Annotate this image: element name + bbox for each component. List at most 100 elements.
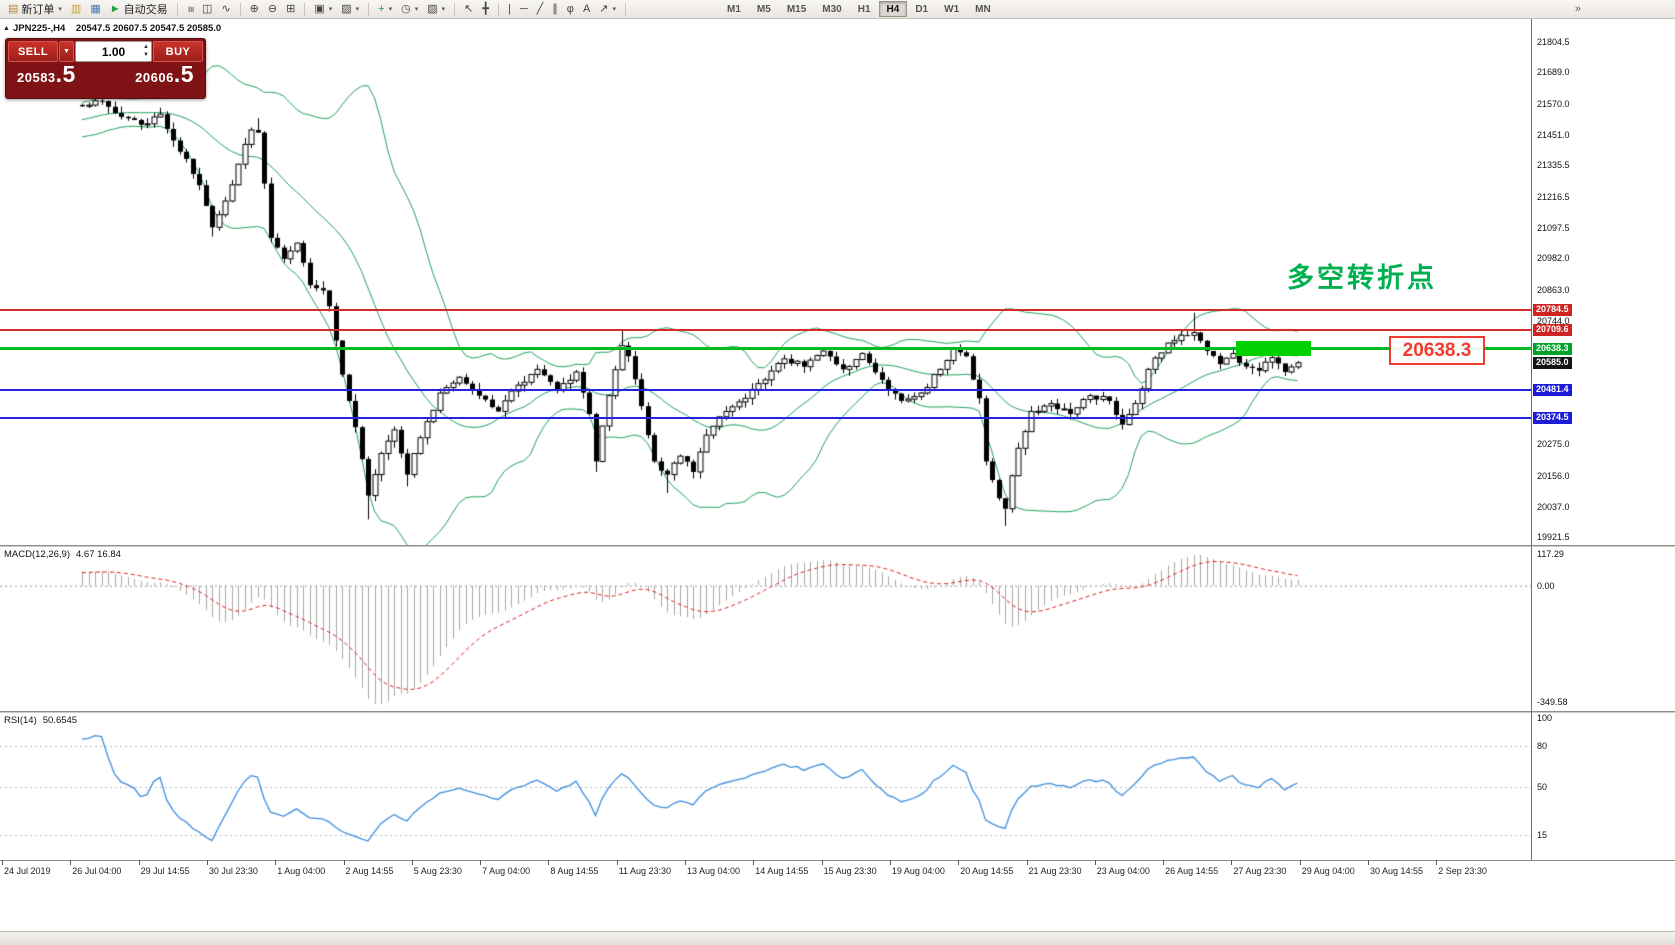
toolbar-text-button[interactable]: A <box>579 1 594 17</box>
time-axis-line <box>0 860 1675 861</box>
toolbar-zoom-out-button[interactable]: ⊖ <box>264 1 281 17</box>
timeframe-H4-button[interactable]: H4 <box>878 1 908 17</box>
timeframe-W1-button[interactable]: W1 <box>936 1 967 17</box>
toolbar-arrow-objects-button[interactable]: ↗ ▾ <box>595 1 620 17</box>
timeframe-M15-button[interactable]: M15 <box>779 1 814 17</box>
toolbar-bar-chart-button[interactable]: ≡ <box>183 1 197 17</box>
toolbar-separator <box>454 2 456 16</box>
toolbar-fibonacci-button[interactable]: φ <box>563 1 578 17</box>
toolbar-profiles-button[interactable]: ▨ ▾ <box>337 1 363 17</box>
timeframe-H1-button[interactable]: H1 <box>850 1 879 17</box>
time-axis-label: 26 Aug 14:55 <box>1165 866 1219 876</box>
sell-price: 20583.5 <box>17 61 76 87</box>
highlight-rectangle-object[interactable] <box>1236 341 1311 356</box>
timeframe-M5-button[interactable]: M5 <box>749 1 779 17</box>
macd-scale-zero: 0.00 <box>1537 580 1555 591</box>
price-scale-label: 20982.0 <box>1537 253 1570 264</box>
toolbar-vertical-line-button[interactable]: | <box>504 1 515 17</box>
time-tick <box>1026 860 1028 865</box>
time-axis-label: 11 Aug 23:30 <box>618 866 672 876</box>
dropdown-arrow-icon: ▾ <box>58 6 62 13</box>
price-scale-label: 21804.5 <box>1537 37 1570 47</box>
toolbar-chart-window-button[interactable]: ▥ <box>67 1 85 17</box>
periods-icon: ◷ <box>401 2 411 15</box>
rsi-panel-splitter[interactable] <box>0 711 1675 713</box>
volume-stepper[interactable]: ▲ ▼ <box>143 44 149 59</box>
toolbar-templates-button[interactable]: ▧ ▾ <box>423 1 449 17</box>
toolbar-line-chart-button[interactable]: ∿ <box>217 1 234 17</box>
buy-button[interactable]: BUY <box>153 41 203 62</box>
indicators-icon: + <box>378 2 385 15</box>
templates-icon: ▧ <box>427 2 438 15</box>
toolbar-trendline-button[interactable]: ╱ <box>533 1 548 17</box>
rsi-panel-canvas[interactable] <box>0 713 1531 859</box>
horizontal-line-object[interactable] <box>0 417 1531 420</box>
toolbar-zoom-in-button[interactable]: ⊕ <box>246 1 263 17</box>
macd-panel-splitter[interactable] <box>0 545 1675 547</box>
timeframe-D1-button[interactable]: D1 <box>907 1 936 17</box>
main-chart-canvas[interactable] <box>0 19 1531 545</box>
toolbar-candlestick-chart-button[interactable]: ◫ <box>198 1 216 17</box>
toolbar-cursor-button[interactable]: ↖ <box>460 1 477 17</box>
volume-down-icon[interactable]: ▼ <box>143 51 149 58</box>
timeframe-M1-button[interactable]: M1 <box>719 1 749 17</box>
timeframe-M30-button[interactable]: M30 <box>814 1 849 17</box>
tile-windows-icon: ⊞ <box>286 2 296 15</box>
price-scale-label: 20863.0 <box>1537 284 1570 295</box>
price-scale-label: 21335.5 <box>1537 160 1570 171</box>
toolbar-periods-button[interactable]: ◷ ▾ <box>397 1 422 17</box>
time-axis-label: 13 Aug 04:00 <box>687 866 741 876</box>
horizontal-line-object[interactable] <box>0 389 1531 392</box>
dropdown-arrow-icon: ▾ <box>328 6 333 13</box>
toolbar-indicators-button[interactable]: + ▾ <box>374 1 396 17</box>
time-tick <box>889 860 891 865</box>
toolbar-separator <box>498 2 500 16</box>
time-tick <box>1163 860 1165 865</box>
order-type-dropdown[interactable]: ▼ <box>59 41 74 62</box>
time-axis-label: 15 Aug 23:30 <box>823 866 877 876</box>
line-chart-icon: ∿ <box>221 2 231 15</box>
turning-point-annotation[interactable]: 多空转折点 <box>1287 263 1437 293</box>
volume-up-icon[interactable]: ▲ <box>143 44 149 50</box>
volume-field[interactable]: 1.00 ▲ ▼ <box>75 41 152 62</box>
price-callout-label[interactable]: 20638.3 <box>1389 336 1485 365</box>
toolbar-new-chart-button[interactable]: ▣ ▾ <box>310 1 336 17</box>
time-axis-label: 21 Aug 23:30 <box>1028 866 1082 876</box>
bar-chart-icon: ≡ <box>184 5 197 13</box>
time-axis-label: 14 Aug 14:55 <box>755 866 809 876</box>
vertical-line-icon: | <box>508 2 511 15</box>
toolbar-new-order-button[interactable]: ▤ 新订单 ▾ <box>4 1 66 17</box>
toolbar-market-watch-button[interactable]: ▦ <box>86 1 104 17</box>
time-axis-label: 8 Aug 14:55 <box>550 866 599 876</box>
price-tag: 20374.5 <box>1533 412 1572 425</box>
macd-panel-canvas[interactable] <box>0 547 1531 710</box>
dropdown-arrow-icon: ▾ <box>388 6 393 13</box>
horizontal-line-icon: ─ <box>519 2 528 15</box>
dropdown-arrow-icon: ▾ <box>414 6 419 13</box>
time-tick <box>411 860 413 865</box>
horizontal-line-object[interactable] <box>0 347 1531 351</box>
one-click-collapse-icon[interactable]: ▲ <box>3 25 10 32</box>
horizontal-line-object[interactable] <box>0 309 1531 312</box>
status-bar <box>0 931 1675 945</box>
price-tag: 20638.3 <box>1533 342 1572 355</box>
price-scale-label: 21451.0 <box>1537 129 1570 140</box>
toolbar-overflow-icon[interactable]: » <box>1574 3 1581 15</box>
time-tick <box>616 860 618 865</box>
time-axis-label: 19 Aug 04:00 <box>891 866 945 876</box>
toolbar-tile-windows-button[interactable]: ⊞ <box>282 1 299 17</box>
toolbar-horizontal-line-button[interactable]: ─ <box>516 1 532 17</box>
toolbar-crosshair-button[interactable]: ╋ <box>478 1 493 17</box>
timeframe-MN-button[interactable]: MN <box>967 1 999 17</box>
time-tick <box>753 860 755 865</box>
channel-icon: ∥ <box>552 2 558 15</box>
main-toolbar: ▤ 新订单 ▾ ▥ ▦ ► 自动交易 ≡ ◫ ∿ ⊕ ⊖ ⊞ ▣ ▾ ▨ ▾ + ▾ ◷ ▾ ▧ ▾ ↖ ╋ | ─ ╱ ∥ φ A ↗ ▾ M1… <box>0 0 1675 19</box>
time-axis-label: 7 Aug 04:00 <box>482 866 531 876</box>
horizontal-line-object[interactable] <box>0 328 1531 331</box>
toolbar-auto-trading-button[interactable]: ► 自动交易 <box>106 1 172 17</box>
sell-button[interactable]: SELL <box>8 41 58 62</box>
time-axis-label: 26 Jul 04:00 <box>72 866 122 876</box>
toolbar-channel-button[interactable]: ∥ <box>548 1 562 17</box>
chart-window-icon: ▥ <box>70 2 82 15</box>
time-axis-label: 30 Jul 23:30 <box>208 866 258 876</box>
